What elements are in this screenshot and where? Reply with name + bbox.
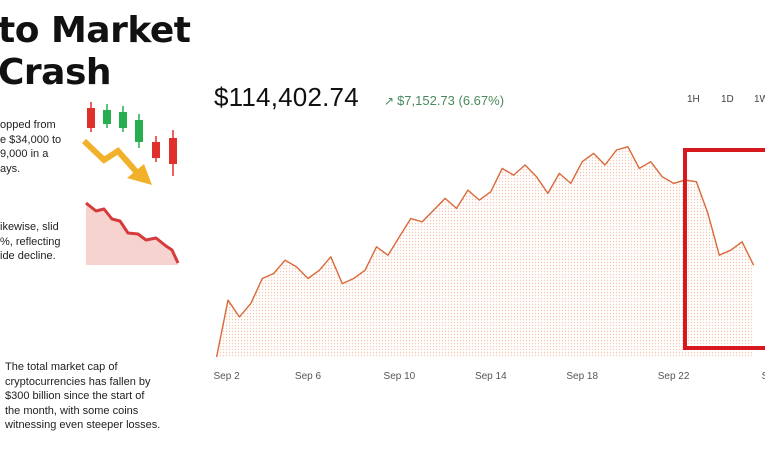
- x-tick-label: Sep 18: [566, 371, 598, 382]
- price-change-value: $7,152.73 (6.67%): [397, 93, 505, 108]
- price-line: [215, 146, 755, 358]
- note-line: %, reflecting: [0, 235, 61, 248]
- candle: [87, 108, 95, 128]
- note-line: ide decline.: [0, 250, 56, 262]
- candle: [169, 138, 177, 164]
- note-line: ays.: [0, 162, 21, 175]
- up-arrow-icon: ↗: [384, 94, 395, 108]
- note-line: $300 billion since the start of: [5, 390, 145, 402]
- note-line: ikewise, slid: [0, 221, 59, 233]
- current-price: $114,402.74: [214, 82, 359, 112]
- range-button-1w[interactable]: 1W: [754, 94, 765, 105]
- candlestick-chart-icon: [87, 102, 177, 176]
- note-line: opped from: [0, 119, 56, 131]
- title-line-2: Crash: [0, 52, 112, 93]
- candle: [119, 112, 127, 128]
- note-line: witnessing even steeper losses.: [5, 419, 161, 431]
- candle: [103, 110, 111, 124]
- x-tick-label: Sep 22: [658, 371, 690, 382]
- down-trend-arrow-icon: [81, 138, 152, 185]
- candle: [152, 142, 160, 158]
- price-chart: Sep 2 Sep 6 Sep 10 Sep 14 Sep 18 Sep 22 S: [214, 146, 765, 382]
- note-line: e $34,000 to: [0, 133, 62, 146]
- range-button-1d[interactable]: 1D: [721, 94, 734, 105]
- x-tick-label: Sep 14: [475, 371, 507, 382]
- note-line: 9,000 in a: [0, 148, 49, 160]
- x-tick-label: S: [762, 371, 765, 382]
- title-line-1: to Market: [0, 10, 191, 51]
- note-slide: ikewise, slid %, reflecting ide decline.: [0, 220, 61, 264]
- x-tick-label: Sep 6: [295, 371, 322, 382]
- note-line: The total market cap of: [5, 361, 118, 373]
- x-tick-label: Sep 10: [384, 371, 416, 382]
- highlight-box: [683, 148, 765, 350]
- price-area-fill: [216, 146, 754, 357]
- note-price-drop: opped from e $34,000 to 9,000 in a ays.: [0, 118, 61, 176]
- note-market-cap: The total market cap of cryptocurrencies…: [5, 360, 160, 433]
- range-button-1h[interactable]: 1H: [687, 94, 700, 105]
- candle: [135, 120, 143, 142]
- price-change: ↗ $7,152.73 (6.67%): [384, 93, 504, 108]
- note-line: the month, with some coins: [5, 404, 139, 417]
- x-tick-label: Sep 2: [214, 371, 241, 382]
- decline-area-chart-icon: [85, 201, 180, 265]
- x-axis-ticks: Sep 2 Sep 6 Sep 10 Sep 14 Sep 18 Sep 22 S: [214, 371, 765, 382]
- note-line: cryptocurrencies has fallen by: [5, 375, 151, 388]
- page-title: to Market Crash: [0, 10, 191, 94]
